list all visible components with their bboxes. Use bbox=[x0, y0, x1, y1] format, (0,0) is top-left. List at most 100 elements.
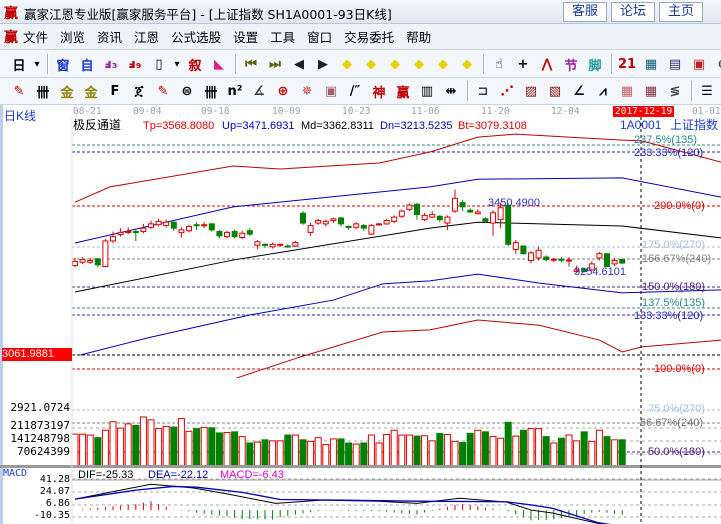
bottom-price-label: 2921.0724 bbox=[10, 401, 70, 414]
menu-browse[interactable]: 浏览 bbox=[60, 30, 86, 45]
prev-icon[interactable]: ◀ bbox=[294, 56, 304, 72]
gold-line-2-icon[interactable]: 金 bbox=[84, 85, 98, 101]
narrative-icon[interactable]: 叙 bbox=[188, 58, 202, 74]
save-icon[interactable]: ▣ bbox=[692, 56, 706, 72]
window-layout-icon[interactable]: 窗 bbox=[56, 58, 70, 74]
document-icon[interactable]: ▤ bbox=[668, 56, 682, 72]
dropdown-arrow-icon[interactable]: ▾ bbox=[174, 58, 180, 70]
calculator-icon[interactable]: ▦ bbox=[644, 56, 658, 72]
wave-icon[interactable]: ⩘ bbox=[599, 83, 607, 99]
level-133-33: 133.33%(120) bbox=[634, 310, 704, 322]
candle-body bbox=[482, 218, 489, 222]
volume-bar bbox=[535, 428, 543, 467]
last-icon[interactable]: ⏭ bbox=[269, 56, 281, 72]
date-tick: 09-18 bbox=[201, 106, 230, 117]
dropdown-arrow-icon[interactable]: ▾ bbox=[34, 58, 40, 70]
candle-body bbox=[322, 220, 329, 225]
god-icon[interactable]: 神 bbox=[372, 85, 386, 101]
network-icon[interactable]: ⊕ bbox=[712, 53, 721, 75]
volume-bar bbox=[246, 442, 254, 467]
win-icon[interactable]: 赢 bbox=[396, 85, 410, 101]
volume-bar bbox=[611, 439, 619, 467]
daily-period-icon[interactable]: 日 bbox=[12, 58, 26, 74]
menu-info[interactable]: 资讯 bbox=[97, 30, 123, 45]
flag-icon[interactable]: ◣ bbox=[214, 56, 224, 72]
high-price-label: 3450.4900 bbox=[488, 197, 540, 209]
shrink-h-icon[interactable]: ◆ bbox=[414, 56, 424, 72]
first-icon[interactable]: ⏮ bbox=[245, 56, 257, 72]
customer-service-button[interactable]: 客服 bbox=[563, 2, 607, 22]
next-icon[interactable]: ▶ bbox=[318, 56, 328, 72]
grid-icon[interactable]: ▦ bbox=[620, 83, 634, 99]
indicator-9-icon[interactable]: ⅎ₉ bbox=[128, 56, 142, 72]
menu-formula-screening[interactable]: 公式选股 bbox=[171, 30, 222, 45]
pen-icon[interactable]: ✎ bbox=[13, 83, 25, 99]
section-icon[interactable]: 节 bbox=[564, 58, 578, 74]
foot-icon[interactable]: 脚 bbox=[588, 58, 602, 74]
angle-lines-icon[interactable]: ∠ bbox=[573, 83, 585, 99]
gold-line-icon[interactable]: 金 bbox=[60, 85, 74, 101]
table-icon[interactable]: ☰ bbox=[701, 83, 713, 99]
forum-button[interactable]: 论坛 bbox=[611, 2, 655, 22]
candle-body bbox=[178, 229, 185, 233]
menu-settings[interactable]: 设置 bbox=[233, 30, 259, 45]
volume-bar bbox=[618, 439, 626, 467]
candle-body bbox=[330, 218, 337, 221]
expand-h-icon[interactable]: ◆ bbox=[390, 56, 400, 72]
volume-bar bbox=[489, 436, 497, 467]
gann-square-icon[interactable]: ▨ bbox=[524, 83, 538, 99]
f-line-icon[interactable]: F bbox=[110, 83, 120, 99]
candle-body bbox=[163, 221, 170, 227]
menu-trade[interactable]: 交易委托 bbox=[344, 30, 395, 45]
calendar-icon[interactable]: 21 bbox=[617, 56, 637, 72]
volume-bar bbox=[101, 429, 109, 467]
grid-2-icon[interactable]: ▦ bbox=[644, 83, 658, 99]
move-right-icon[interactable]: ◆ bbox=[366, 56, 376, 72]
menu-tools[interactable]: 工具 bbox=[270, 30, 296, 45]
menu-window[interactable]: 窗口 bbox=[307, 30, 333, 45]
homepage-button[interactable]: 主页 bbox=[659, 2, 703, 22]
zoom-in-icon[interactable]: ◆ bbox=[438, 56, 448, 72]
parallel-icon[interactable]: ≶ bbox=[669, 83, 681, 99]
menu-file[interactable]: 文件 bbox=[23, 30, 49, 45]
line-tool-icon[interactable]: ⋀ bbox=[541, 56, 553, 72]
width-measure-icon[interactable]: ⇹ bbox=[445, 83, 457, 99]
volume-bar bbox=[314, 437, 322, 467]
volume-bar bbox=[603, 436, 611, 467]
volume-bar bbox=[71, 433, 79, 467]
kline-chart[interactable] bbox=[0, 105, 721, 524]
zoom-out-icon[interactable]: ◆ bbox=[462, 56, 472, 72]
pen-scale-icon[interactable]: ✎ bbox=[157, 83, 169, 99]
candle-type-icon[interactable]: ▯ bbox=[155, 56, 163, 72]
circle-scale-icon[interactable]: ⊜ bbox=[181, 83, 193, 99]
gann-fan-icon[interactable]: ▧ bbox=[548, 83, 562, 99]
target-icon[interactable]: ⊕ bbox=[277, 83, 289, 99]
candle-body bbox=[239, 232, 246, 239]
menu-help[interactable]: 帮助 bbox=[406, 30, 432, 45]
ratio-lines-icon[interactable]: /″ bbox=[349, 83, 361, 99]
square-target-icon[interactable]: ▣ bbox=[324, 83, 338, 99]
equal-lines-icon[interactable]: 卌 bbox=[204, 85, 218, 101]
vertical-lines-icon[interactable]: 卌 bbox=[36, 85, 50, 101]
star-target-icon[interactable]: ✵ bbox=[301, 83, 313, 99]
candle-body bbox=[254, 241, 261, 246]
level-150: 150.0%(180) bbox=[642, 281, 705, 293]
spiral-icon[interactable]: ጀ bbox=[134, 83, 144, 99]
menu-gann[interactable]: 江恩 bbox=[134, 30, 160, 45]
n-squared-icon[interactable]: n² bbox=[227, 83, 243, 99]
angle-icon[interactable]: ∡ bbox=[253, 83, 265, 99]
volume-bar bbox=[390, 429, 398, 467]
volume-bar bbox=[86, 434, 94, 467]
hand-icon[interactable]: ☝ bbox=[495, 56, 503, 72]
fan-icon[interactable]: ⋰ bbox=[500, 83, 514, 99]
candle-body bbox=[79, 259, 86, 263]
move-left-icon[interactable]: ◆ bbox=[342, 56, 352, 72]
volume-bar bbox=[117, 427, 125, 467]
ruler-123-icon[interactable]: ▥ bbox=[420, 83, 434, 99]
indicator-3-icon[interactable]: ⅎ₃ bbox=[104, 56, 118, 72]
crosshair-icon[interactable]: + bbox=[517, 56, 529, 72]
box-icon[interactable]: ⊐ bbox=[477, 83, 489, 99]
candle-body bbox=[72, 260, 78, 267]
candle-body bbox=[262, 243, 268, 246]
self-select-icon[interactable]: 自 bbox=[80, 58, 94, 74]
